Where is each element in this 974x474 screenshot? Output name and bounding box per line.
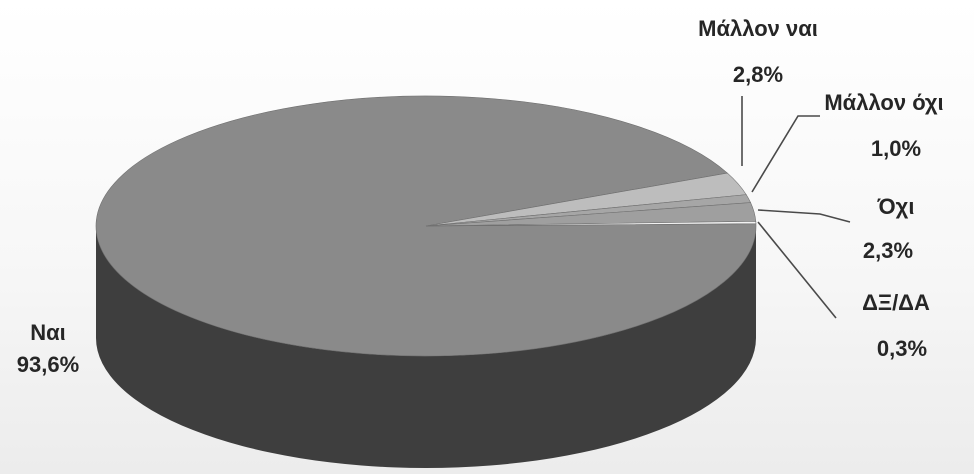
slice-value-label-3: 2,3% (863, 238, 913, 263)
slice-value-label-4: 0,3% (877, 336, 927, 361)
slice-name-label-0: Ναι (30, 320, 66, 345)
slice-name-label-4: ΔΞ/ΔΑ (862, 290, 930, 315)
pie-slice-4 (425, 220, 757, 227)
pie-side-0 (96, 226, 756, 468)
slice-name-label-1: Μάλλον ναι (698, 16, 818, 41)
label-layer: Ναι 93,6% Μάλλον ναι 2,8% Μάλλον όχι 1,0% Όχι 2… (17, 16, 944, 377)
leader-line-4 (757, 221, 837, 319)
pie-layer (95, 95, 757, 468)
leader-line-2 (751, 115, 820, 193)
slice-value-label-2: 1,0% (871, 136, 921, 161)
slice-value-label-0: 93,6% (17, 352, 79, 377)
slice-name-label-2: Μάλλον όχι (824, 90, 943, 115)
slice-value-label-1: 2,8% (733, 62, 783, 87)
leader-line-3 (757, 209, 851, 223)
slice-name-label-3: Όχι (877, 194, 915, 219)
